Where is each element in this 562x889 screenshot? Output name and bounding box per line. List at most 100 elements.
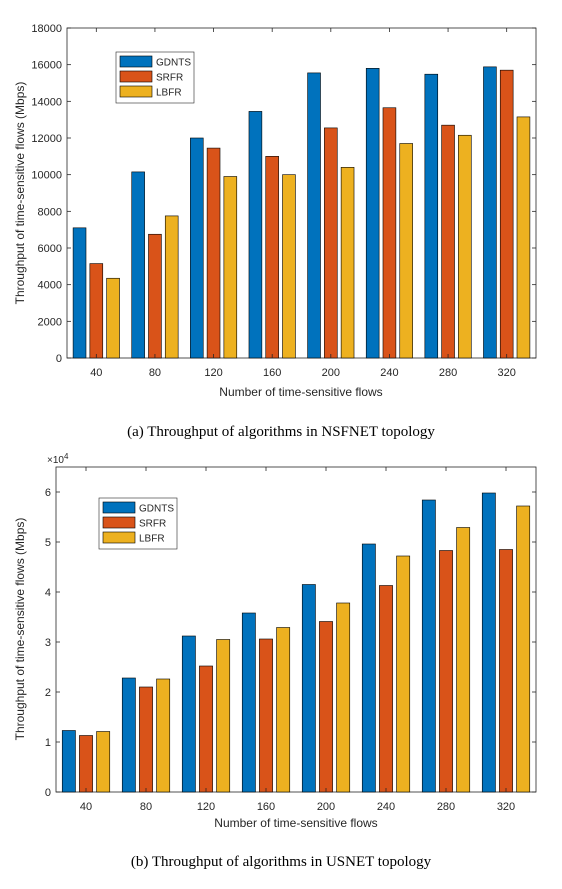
- bar-lbfr-280: [458, 134, 472, 359]
- legend-swatch-lbfr: [119, 85, 153, 98]
- bar-srfr-280: [441, 124, 455, 359]
- x-tick-label: 200: [317, 801, 335, 813]
- bar-lbfr-200: [336, 602, 351, 793]
- bar-lbfr-40: [106, 277, 120, 359]
- y-ticks-a: 0 2000 4000 6000 8000 10000 12000 14000 16000 180…: [31, 23, 536, 365]
- bar-srfr-240: [379, 585, 393, 793]
- bar-srfr-120: [206, 147, 221, 359]
- x-tick-label: 320: [498, 367, 516, 379]
- y-tick-label: 2: [45, 687, 51, 699]
- bar-gdnts-40: [72, 227, 87, 359]
- x-tick-label: 40: [80, 801, 92, 813]
- x-tick-label: 320: [497, 801, 515, 813]
- bar-gdnts-240: [365, 68, 380, 359]
- y-tick-label: 3: [45, 637, 51, 649]
- bar-srfr-320: [499, 549, 513, 793]
- y-tick-label: 4000: [38, 280, 62, 292]
- x-tick-label: 120: [204, 367, 222, 379]
- x-axis-label-b: Number of time-sensitive flows: [214, 816, 377, 830]
- x-tick-label: 40: [90, 367, 102, 379]
- bar-gdnts-80: [131, 171, 145, 359]
- bars-b: [61, 492, 531, 793]
- x-tick-label: 80: [140, 801, 152, 813]
- y-tick-label: 8000: [38, 206, 62, 218]
- bar-lbfr-160: [282, 174, 296, 359]
- bars-a: [72, 66, 531, 359]
- bar-lbfr-320: [516, 116, 531, 359]
- bar-lbfr-80: [164, 215, 179, 359]
- legend-label-gdnts: GDNTS: [156, 58, 191, 69]
- x-tick-label: 200: [322, 367, 340, 379]
- bar-gdnts-280: [421, 499, 436, 793]
- bar-srfr-160: [265, 156, 279, 359]
- bar-gdnts-120: [181, 635, 196, 793]
- y-tick-label: 0: [45, 787, 51, 799]
- x-tick-label: 160: [263, 367, 281, 379]
- legend-swatch-lbfr: [102, 531, 136, 544]
- caption-b: (b) Throughput of algorithms in USNET to…: [131, 854, 432, 870]
- legend-label-srfr: SRFR: [139, 519, 166, 530]
- y-tick-label: 12000: [31, 133, 62, 145]
- y-axis-label-b: Throughput of time-sensitive flows (Mbps…: [13, 518, 27, 741]
- y-tick-label: 4: [45, 587, 51, 599]
- y-tick-label: 16000: [31, 60, 62, 72]
- bar-gdnts-240: [361, 543, 376, 793]
- legend-label-gdnts: GDNTS: [139, 504, 174, 515]
- bar-gdnts-80: [121, 677, 136, 793]
- bar-lbfr-80: [156, 678, 171, 793]
- legend-swatch-srfr: [119, 70, 153, 83]
- y-exponent-base: ×10: [47, 455, 64, 466]
- bar-gdnts-320: [481, 492, 496, 793]
- bar-srfr-200: [324, 127, 338, 359]
- bar-srfr-40: [79, 735, 93, 793]
- x-ticks-a: 40 80 120 160 200 240 280 320: [90, 28, 516, 379]
- legend-label-lbfr: LBFR: [139, 534, 165, 545]
- bar-lbfr-240: [399, 143, 413, 359]
- y-axis-label-a: Throughput of time-sensitive flows (Mbps…: [13, 82, 27, 305]
- bar-gdnts-40: [61, 730, 76, 793]
- bar-lbfr-200: [340, 167, 355, 359]
- x-tick-label: 160: [257, 801, 275, 813]
- legend-label-srfr: SRFR: [156, 73, 183, 84]
- caption-a: (a) Throughput of algorithms in NSFNET t…: [127, 424, 435, 440]
- y-tick-label: 6: [45, 487, 51, 499]
- bar-srfr-80: [139, 686, 153, 793]
- x-axis-label-a: Number of time-sensitive flows: [219, 385, 382, 399]
- y-exponent-b: ×104: [47, 452, 69, 466]
- legend-swatch-gdnts: [102, 501, 136, 514]
- bar-gdnts-160: [248, 111, 263, 359]
- bar-srfr-40: [89, 263, 104, 359]
- bar-srfr-240: [382, 107, 397, 359]
- bar-gdnts-200: [307, 72, 321, 359]
- bar-srfr-280: [439, 550, 453, 793]
- y-ticks-b: 0 1 2 3 4 5 6: [45, 487, 536, 799]
- bar-gdnts-280: [424, 73, 439, 359]
- legend-swatch-srfr: [102, 516, 136, 529]
- bar-lbfr-280: [456, 527, 471, 793]
- x-tick-label: 240: [377, 801, 395, 813]
- y-tick-label: 10000: [31, 170, 62, 182]
- bar-srfr-200: [319, 621, 333, 793]
- x-tick-label: 80: [149, 367, 161, 379]
- bar-lbfr-240: [396, 555, 411, 793]
- bar-lbfr-40: [96, 731, 111, 793]
- bar-lbfr-320: [516, 505, 531, 793]
- legend-a: GDNTS SRFR LBFR: [115, 51, 195, 104]
- y-tick-label: 5: [45, 537, 51, 549]
- bar-srfr-120: [199, 665, 213, 793]
- y-exponent-power: 4: [64, 452, 69, 461]
- legend-swatch-gdnts: [119, 55, 153, 68]
- y-tick-label: 2000: [38, 316, 62, 328]
- bar-gdnts-120: [190, 137, 204, 359]
- bar-gdnts-160: [241, 612, 256, 793]
- legend-b: GDNTS SRFR LBFR: [98, 497, 178, 550]
- y-tick-label: 18000: [31, 23, 62, 35]
- bar-srfr-160: [259, 638, 273, 793]
- chart-nsfnet: 0 2000 4000 6000 8000 10000 12000 14000 16000 180…: [13, 23, 537, 440]
- y-tick-label: 14000: [31, 96, 62, 108]
- x-tick-label: 280: [439, 367, 457, 379]
- bar-srfr-320: [499, 69, 514, 359]
- y-tick-label: 6000: [38, 243, 62, 255]
- x-ticks-b: 40 80 120 160 200 240 280 320: [80, 467, 515, 813]
